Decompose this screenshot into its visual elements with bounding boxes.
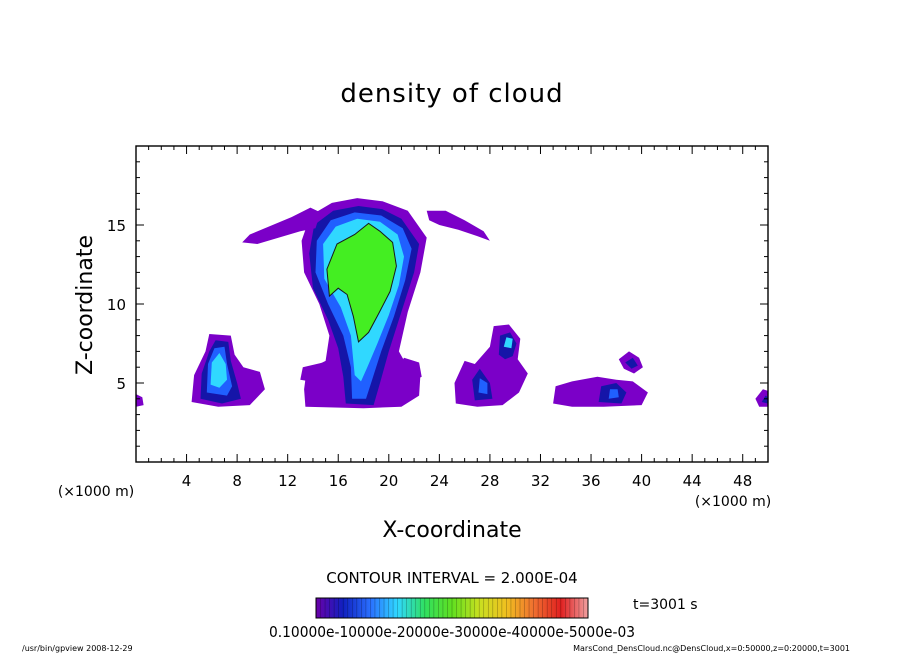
y-tick-label: 10 (107, 296, 126, 314)
central-cloud-level5 (326, 222, 397, 343)
plot-area (136, 198, 768, 409)
x-tick-label: 4 (182, 472, 192, 490)
cloud-x28-upper4 (503, 337, 513, 349)
x-unit-left: (×1000 m) (58, 484, 134, 500)
right-wing (426, 210, 490, 241)
colorbar (315, 597, 589, 619)
x-tick-label: 44 (683, 472, 702, 490)
edge-x0-level1 (136, 394, 144, 407)
chart-title: density of cloud (340, 79, 563, 109)
cloud-x38-top2 (625, 357, 638, 369)
x-tick-label: 16 (329, 472, 348, 490)
y-axis-label: Z-coordinate (73, 235, 98, 375)
x-axis-label: X-coordinate (382, 518, 521, 543)
cloud-fields (136, 198, 768, 409)
left-wing (242, 207, 321, 244)
colorbar-frame (315, 597, 589, 619)
cloud-x6-level4 (210, 353, 227, 388)
plot-frame (135, 145, 769, 463)
x-tick-label: 12 (278, 472, 297, 490)
x-unit-right: (×1000 m) (695, 494, 771, 510)
x-tick-label: 48 (733, 472, 752, 490)
cloud-x28-level3 (478, 378, 488, 395)
x-tick-label: 24 (430, 472, 449, 490)
x-tick-label: 20 (379, 472, 398, 490)
y-tick-label: 15 (107, 217, 126, 235)
footer-right: MarsCond_DensCloud.nc@DensCloud,x=0:5000… (573, 644, 850, 653)
x-tick-label: 28 (480, 472, 499, 490)
cloud-x38-level3 (608, 389, 619, 399)
colorbar-labels: 0.10000e-10000e-20000e-30000e-40000e-500… (269, 623, 635, 641)
central-base-left (300, 362, 329, 383)
x-tick-label: 40 (632, 472, 651, 490)
contour-interval-label: CONTOUR INTERVAL = 2.000E-04 (326, 569, 577, 587)
x-tick-label: 32 (531, 472, 550, 490)
x-tick-label: 8 (232, 472, 242, 490)
footer-left: /usr/bin/gpview 2008-12-29 (22, 644, 133, 653)
x-tick-label: 36 (581, 472, 600, 490)
y-tick-label: 5 (116, 375, 126, 393)
central-base-right (395, 357, 422, 383)
time-label: t=3001 s (633, 597, 698, 613)
edge-x50-level2 (761, 395, 768, 404)
colorbar-gradient (316, 598, 588, 618)
